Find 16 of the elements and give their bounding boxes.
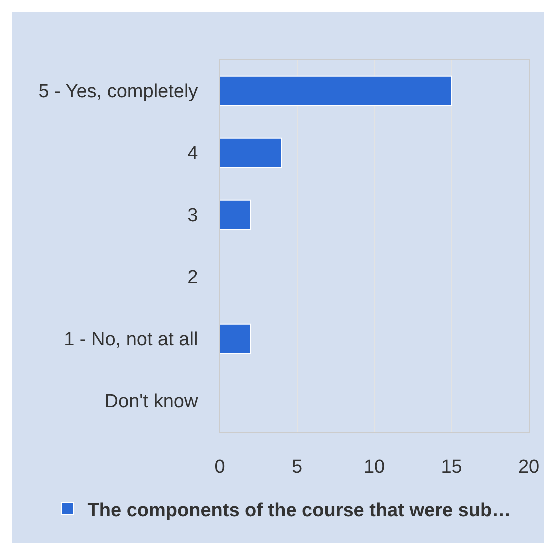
- bar: [220, 138, 282, 168]
- bar: [220, 324, 252, 354]
- y-tick-label: 4: [188, 144, 199, 165]
- x-tick-label: 20: [518, 456, 540, 478]
- x-tick-label: 10: [364, 456, 386, 478]
- bar: [220, 76, 452, 106]
- y-tick-label: 1 - No, not at all: [64, 330, 198, 351]
- y-tick-label: Don't know: [104, 392, 198, 413]
- bar: [220, 200, 252, 230]
- y-tick-label: 5 - Yes, completely: [38, 82, 199, 103]
- y-tick-label: 3: [188, 206, 198, 227]
- legend-label: The components of the course that were sub…: [88, 500, 512, 522]
- x-tick-label: 0: [214, 456, 226, 478]
- y-tick-label: 2: [188, 268, 198, 289]
- x-tick-label: 5: [292, 456, 303, 478]
- x-tick-label: 15: [441, 456, 462, 478]
